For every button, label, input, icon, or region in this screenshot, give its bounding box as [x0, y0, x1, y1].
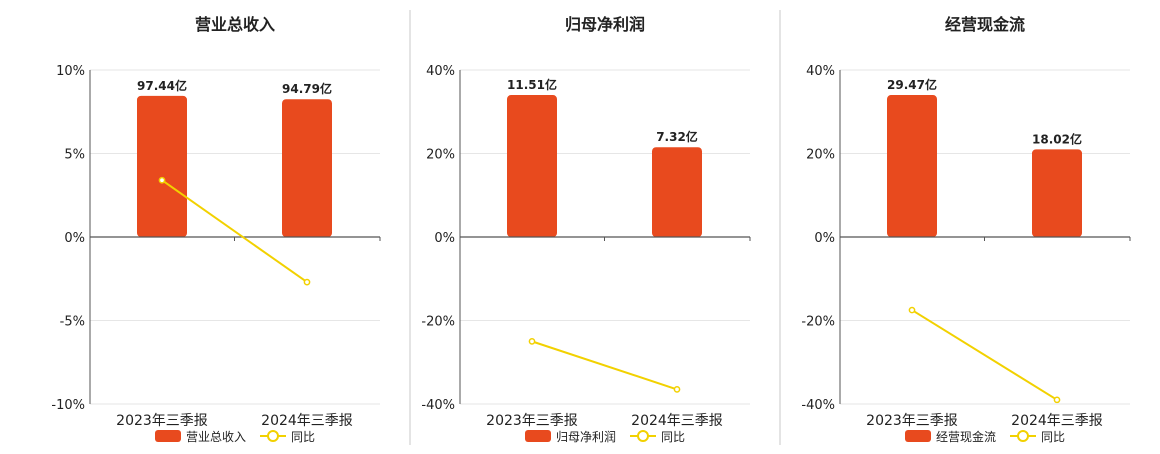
- y-tick-label: -40%: [421, 398, 455, 413]
- bar: [652, 147, 702, 237]
- yoy-line: [161, 179, 308, 283]
- x-category-label: 2023年三季报: [866, 413, 958, 429]
- y-tick-label: 40%: [426, 64, 455, 79]
- x-category-label: 2024年三季报: [631, 413, 723, 429]
- yoy-point: [908, 306, 916, 314]
- y-tick-label: 5%: [64, 148, 85, 163]
- legend-bar-label: 归母净利润: [556, 430, 616, 444]
- legend-bar-label: 营业总收入: [186, 430, 246, 444]
- legend-line-marker: [637, 430, 649, 442]
- chart-panel-3: 经营现金流 40% 20% 0% -20% -40% 29.47亿 18.02亿 2023年三季…: [801, 15, 1131, 444]
- bar: [887, 95, 937, 237]
- y-tick-label: 10%: [56, 64, 85, 79]
- chart-title: 经营现金流: [945, 15, 1025, 34]
- bar-data-label: 94.79亿: [282, 81, 332, 96]
- legend-line-label: 同比: [291, 430, 315, 444]
- y-tick-label: 0%: [64, 231, 85, 246]
- x-category-label: 2023年三季报: [486, 413, 578, 429]
- legend-line-marker: [1017, 430, 1029, 442]
- bar: [507, 95, 557, 237]
- y-tick-label: -40%: [801, 398, 835, 413]
- legend-bar-label: 经营现金流: [936, 429, 996, 444]
- y-tick-label: 0%: [814, 231, 835, 246]
- legend-line-label: 同比: [1041, 430, 1065, 444]
- x-category-label: 2024年三季报: [261, 413, 353, 429]
- legend-line-label: 同比: [661, 430, 685, 444]
- x-category-label: 2024年三季报: [1011, 413, 1103, 429]
- chart-title: 营业总收入: [195, 15, 275, 34]
- yoy-line: [531, 340, 678, 391]
- bar-data-label: 18.02亿: [1032, 131, 1082, 146]
- y-tick-label: -5%: [60, 315, 85, 330]
- legend-bar-swatch: [155, 430, 181, 442]
- chart-panel-1: 营业总收入 10% 5% 0% -5% -10% 97.44亿 94.79亿 2023年三季报 2…: [51, 10, 411, 445]
- y-tick-label: 20%: [806, 148, 835, 163]
- y-tick-label: -20%: [421, 315, 455, 330]
- bar-data-label: 11.51亿: [507, 77, 557, 92]
- y-tick-label: 40%: [806, 64, 835, 79]
- yoy-point: [528, 338, 536, 345]
- legend-bar-swatch: [905, 430, 931, 442]
- legend-bar-swatch: [525, 430, 551, 442]
- yoy-point: [1053, 396, 1061, 404]
- bar-data-label: 7.32亿: [656, 129, 698, 144]
- yoy-point: [158, 176, 166, 184]
- bar: [282, 99, 332, 237]
- bar: [137, 95, 187, 237]
- bar-data-label: 29.47亿: [887, 77, 937, 92]
- chart-title: 归母净利润: [565, 15, 645, 34]
- x-category-label: 2023年三季报: [116, 413, 208, 429]
- y-tick-label: 0%: [434, 231, 455, 246]
- bar-data-label: 97.44亿: [137, 78, 187, 93]
- yoy-point: [303, 278, 311, 286]
- yoy-point: [673, 386, 681, 393]
- y-tick-label: -20%: [801, 315, 835, 330]
- y-tick-label: 20%: [426, 148, 455, 163]
- yoy-line: [911, 309, 1058, 401]
- chart-panel-2: 归母净利润 40% 20% 0% -20% -40% 11.51亿 7.32亿 2023年三季报…: [421, 10, 781, 445]
- legend-line-marker: [267, 430, 279, 442]
- bar: [1032, 149, 1082, 237]
- y-tick-label: -10%: [51, 398, 85, 413]
